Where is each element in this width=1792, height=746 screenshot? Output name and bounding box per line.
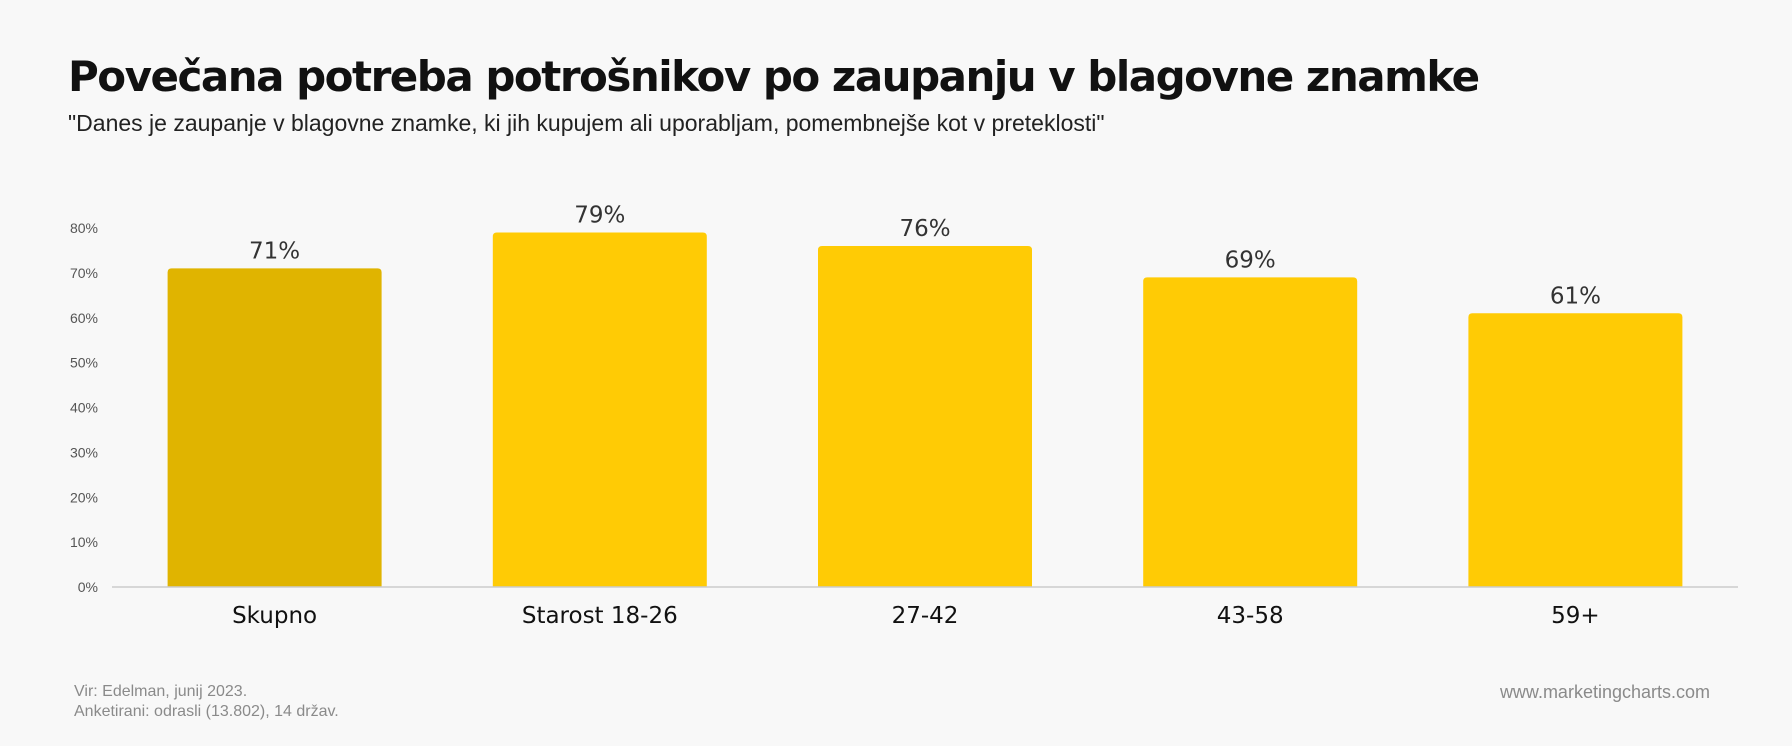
bar-value-label: 61% xyxy=(1550,283,1601,309)
category-label: 59+ xyxy=(1551,603,1600,629)
bar xyxy=(492,232,707,588)
brand-link[interactable]: www.marketingcharts.com xyxy=(1499,682,1710,702)
source-line: Vir: Edelman, junij 2023. xyxy=(74,683,248,700)
y-tick-label: 50% xyxy=(70,355,98,371)
sample-line: Anketirani: odrasli (13.802), 14 držav. xyxy=(74,703,339,720)
category-label: Skupno xyxy=(232,603,317,629)
chart-title: Povečana potreba potrošnikov po zaupanju… xyxy=(68,52,1480,101)
bar-value-label: 76% xyxy=(899,216,950,242)
category-label: 43-58 xyxy=(1217,603,1284,629)
category-label: Starost 18-26 xyxy=(522,603,678,629)
category-label: 27-42 xyxy=(892,603,959,629)
y-tick-label: 0% xyxy=(78,579,98,595)
bar xyxy=(1143,277,1358,587)
bar-value-label: 79% xyxy=(574,202,625,228)
y-tick-label: 20% xyxy=(70,489,98,505)
y-tick-label: 10% xyxy=(70,534,98,550)
bar xyxy=(167,268,382,587)
y-tick-label: 70% xyxy=(70,265,98,281)
bar xyxy=(1468,313,1683,587)
bar-value-label: 71% xyxy=(249,238,300,264)
bar-value-label: 69% xyxy=(1225,247,1276,273)
y-tick-label: 80% xyxy=(70,220,98,236)
y-tick-label: 30% xyxy=(70,444,98,460)
bar xyxy=(818,245,1032,587)
chart-subtitle: "Danes je zaupanje v blagovne znamke, ki… xyxy=(68,110,1105,136)
y-tick-label: 60% xyxy=(70,310,98,326)
y-tick-label: 40% xyxy=(70,400,98,416)
source-note: Vir: Edelman, junij 2023. Anketirani: od… xyxy=(74,682,339,722)
